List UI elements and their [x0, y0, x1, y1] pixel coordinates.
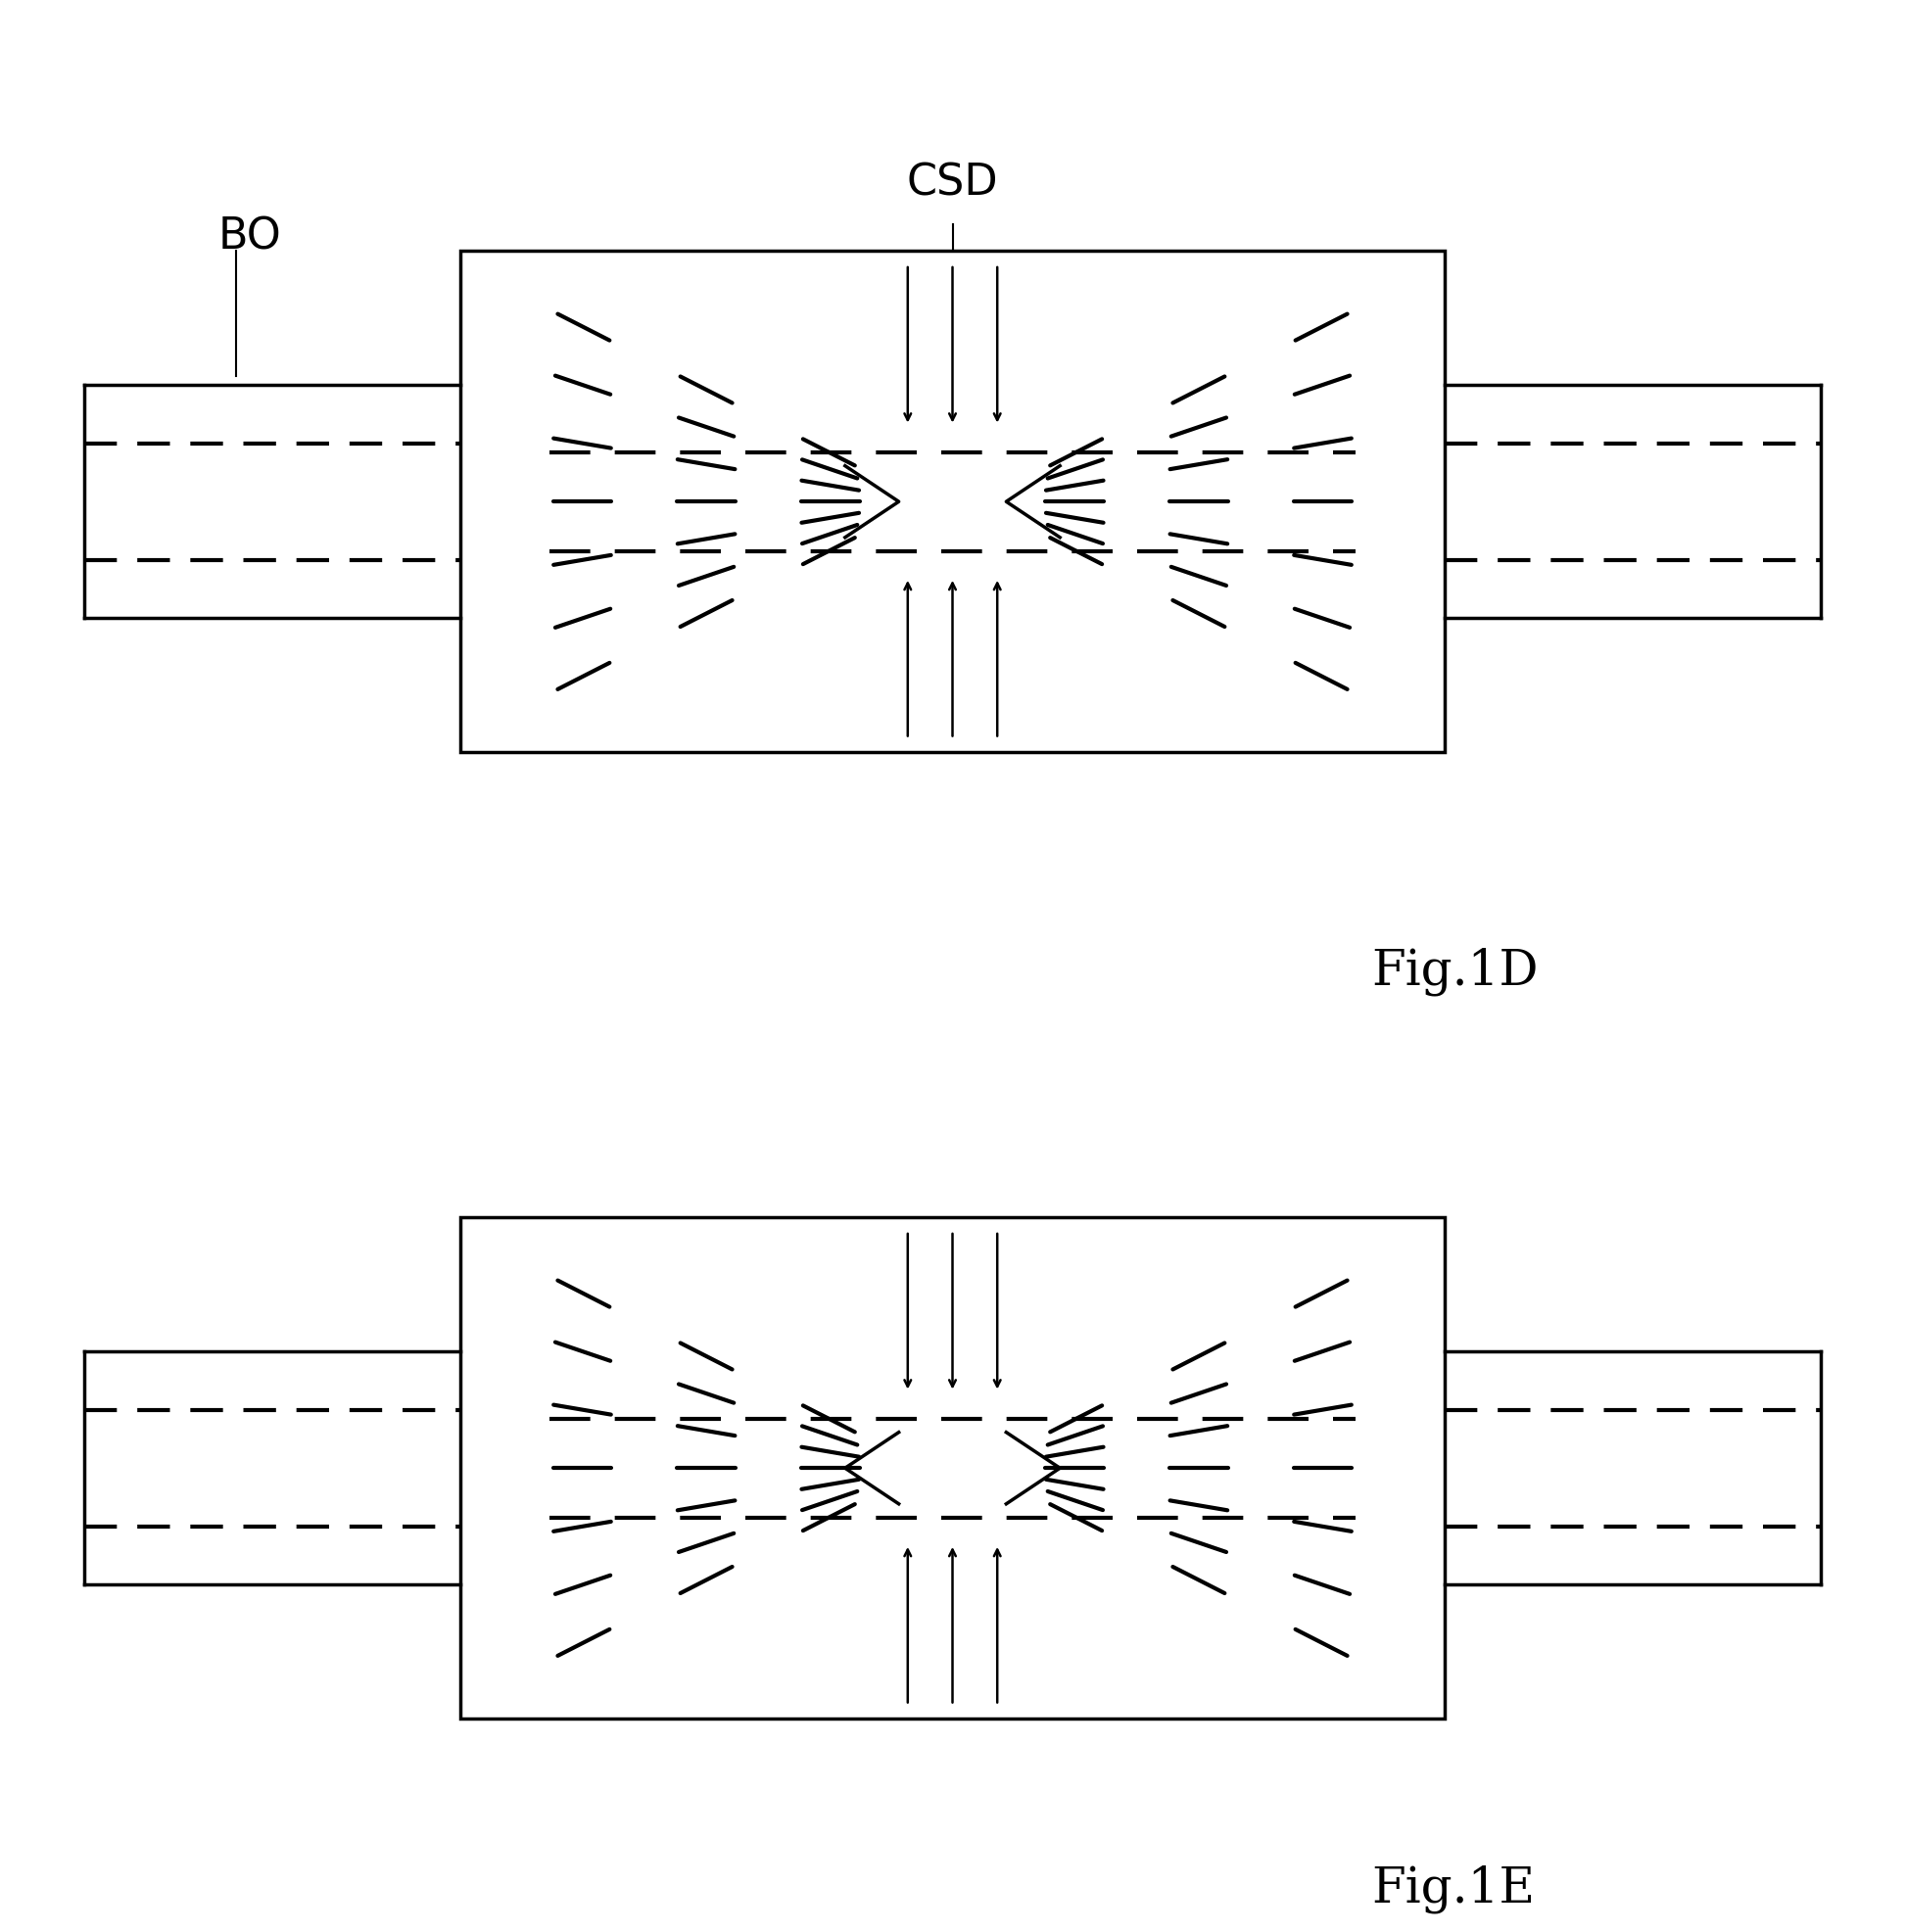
- Bar: [459, 1217, 1444, 1719]
- Text: BO: BO: [219, 216, 282, 259]
- Bar: [459, 251, 1444, 753]
- Text: CSD: CSD: [907, 162, 998, 205]
- Text: Fig.1D: Fig.1D: [1372, 947, 1539, 995]
- Text: Fig.1E: Fig.1E: [1372, 1864, 1535, 1913]
